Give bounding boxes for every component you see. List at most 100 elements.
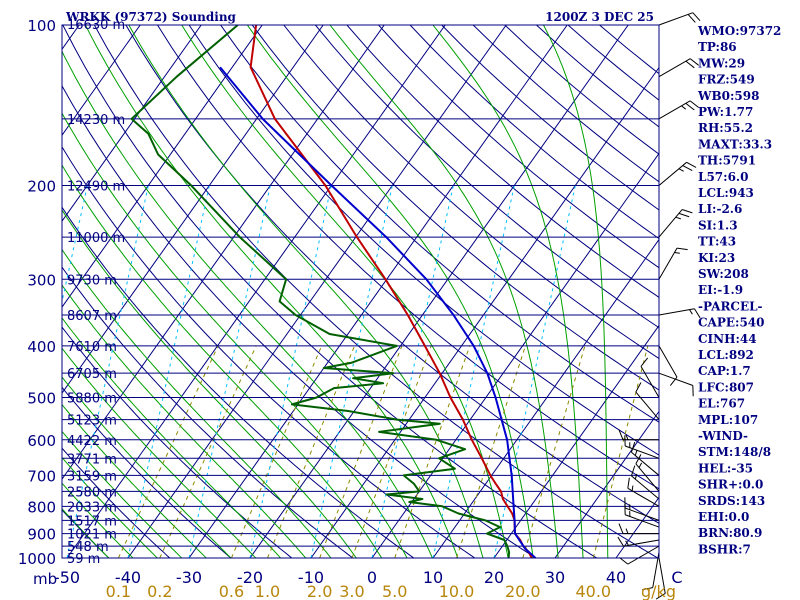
background-lines [62,25,659,558]
wind-barbs [617,12,701,600]
wind-barb-half-flag [625,540,629,546]
sounding-time: 1200Z 3 DEC 25 [545,10,654,24]
parcel-line [219,66,537,558]
moist-adiabat [62,347,257,558]
height-label: 3159 m [67,469,117,484]
index-entry: WMO:97372 [697,24,781,38]
wind-barb-staff [658,372,693,386]
pressure-tick-label: 600 [27,432,56,450]
dry-adiabat [62,386,232,558]
wind-barb [658,12,701,26]
index-entry: RH:55.2 [698,121,753,135]
moist-adiabat [543,25,609,558]
moist-adiabat [62,508,110,558]
mixing-ratio-line [117,345,219,558]
index-entry: LCL:892 [698,348,754,362]
mixing-ratio-tick-label: 5.0 [382,582,407,600]
pressure-tick-label: 500 [27,390,56,408]
wind-barb-half-flag [681,105,687,110]
isotherm-line [249,25,629,558]
wind-barb-flag [689,58,699,66]
dry-adiabat [62,326,293,558]
moist-adiabat [62,430,183,558]
dry-adiabat [220,25,659,423]
temperature-tick-label: -10 [298,568,324,587]
wind-barb-half-flag [689,309,693,315]
index-entry: EI:-1.9 [698,283,743,297]
mixing-ratio-tick-label: 10.0 [439,582,475,600]
height-label: 8607 m [67,309,117,324]
height-label: 5880 m [67,392,117,407]
dry-adiabat [157,25,659,490]
wind-barb-staff [623,539,660,547]
index-entry: SHR+:0.0 [698,478,763,492]
wind-barb-flag [678,212,690,218]
wind-barb-flag [692,12,701,22]
isohume-line [493,185,576,558]
height-label: 59 m [67,552,100,567]
isotherm-line [554,410,659,558]
wind-barb-staff [658,12,693,26]
mixing-ratio-line [522,345,586,558]
wind-barb-half-flag [675,216,681,220]
wind-barb-flag [685,102,695,111]
mixing-ratio-tick-label: 2.0 [307,582,332,600]
wind-barb-half-flag [678,168,684,172]
index-entry: EHI:0.0 [698,510,749,524]
wind-barb-half-flag [625,434,629,440]
index-entry: TP:86 [698,40,737,54]
wind-barb-flag [627,477,630,489]
index-entry: STM:148/8 [698,445,771,459]
moist-adiabat [62,317,282,558]
wind-barb-staff [627,487,660,507]
isohume-line [371,185,454,558]
index-entry: -PARCEL- [698,299,763,313]
dry-adiabat [62,266,354,558]
wind-barb-flag [618,523,624,534]
isohume-line [66,185,149,558]
wind-barb-flag [682,165,693,172]
wind-barb-half-flag [631,485,634,491]
temperature-tick-label: C [671,568,682,587]
wind-barb [658,345,678,386]
wind-barb [635,382,660,420]
moist-adiabat [62,456,159,558]
temperature-tick-label: 40 [606,568,626,587]
wind-barb [658,372,694,397]
isotherm-line [62,25,385,480]
dry-adiabat [251,25,659,391]
index-entry: KI:23 [698,251,735,265]
height-label: 1517 m [67,514,117,529]
index-entry: MPL:107 [698,413,758,427]
mixing-ratio-line [319,345,403,558]
mixing-ratio-line [230,345,323,558]
index-entry: FRZ:549 [698,73,755,87]
dry-adiabat [62,145,476,558]
isotherm-line [432,238,659,558]
moist-adiabat [84,25,459,558]
wind-barb-half-flag [634,473,638,480]
height-label: 14230 m [67,113,125,128]
isotherm-line [62,25,263,309]
mixing-ratio-line [351,345,432,558]
wind-barb-flag [640,357,649,367]
temperature-tick-label: 0 [367,568,377,587]
mixing-ratio-tick-label: 20.0 [505,582,541,600]
mixing-ratio-line [267,345,355,558]
dry-adiabat [378,25,659,269]
isohume-line [127,185,210,558]
moist-adiabat [62,164,383,558]
moist-adiabat [329,25,559,558]
temperature-tick-label: -30 [176,568,202,587]
wind-barb [658,308,701,319]
wind-barb-staff [658,58,691,78]
temperature-tick-label: 30 [545,568,565,587]
wind-barb-flag [635,454,642,465]
height-label: 548 m [67,540,109,555]
wind-barb-staff [658,308,695,316]
wind-barb-flag [635,382,642,393]
wind-barb [635,454,660,492]
height-label: 6705 m [67,367,117,382]
isotherm-line [127,25,507,558]
